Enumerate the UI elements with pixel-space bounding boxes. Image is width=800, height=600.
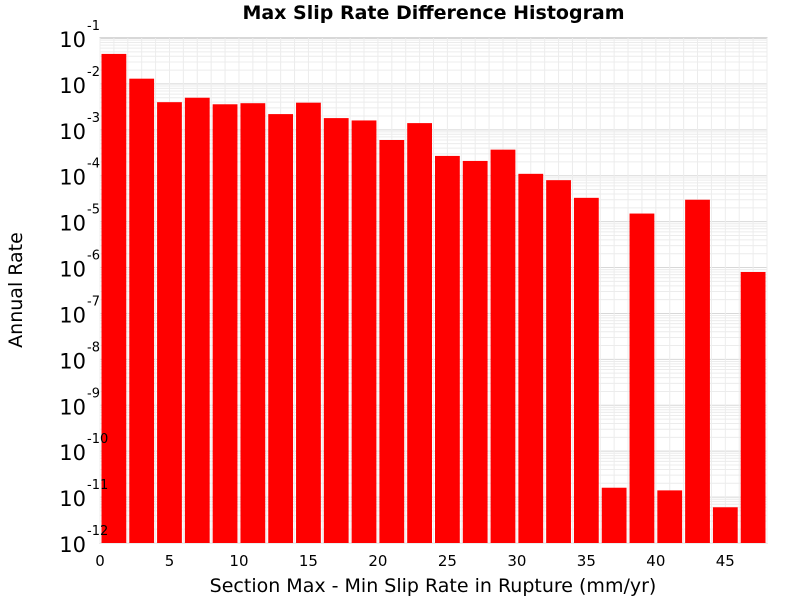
y-tick-label: 10 [59, 349, 86, 373]
x-tick-label: 45 [716, 552, 735, 570]
y-tick-exponent: -4 [87, 157, 100, 172]
histogram-bar [296, 102, 321, 543]
histogram-bar [462, 160, 488, 543]
y-tick-exponent: -9 [87, 386, 100, 401]
y-tick-exponent: -12 [87, 524, 108, 539]
histogram-bar [184, 97, 210, 544]
histogram-bar [740, 271, 766, 543]
y-tick-label: 10 [59, 441, 86, 465]
y-axis-label: Annual Rate [5, 232, 27, 348]
histogram-bar [212, 104, 238, 543]
x-tick-label: 10 [229, 552, 248, 570]
x-tick-label: 0 [95, 552, 105, 570]
y-tick-exponent: -11 [87, 478, 108, 493]
histogram-bar [629, 213, 655, 543]
x-tick-labels: 0 5 10 15 20 25 30 35 40 45 [95, 552, 735, 570]
y-tick-label: 10 [59, 258, 86, 282]
y-tick-label: 10 [59, 487, 86, 511]
histogram-bar [407, 123, 432, 544]
y-tick-exponent: -7 [87, 294, 100, 309]
y-tick-exponent: -1 [87, 19, 100, 34]
y-tick-exponent: -5 [87, 203, 100, 218]
histogram-bar [490, 149, 516, 543]
y-tick-exponent: -8 [87, 340, 100, 355]
histogram-bar [101, 53, 127, 543]
x-tick-label: 30 [507, 552, 526, 570]
y-tick-exponent: -3 [87, 111, 100, 126]
y-tick-label: 10 [59, 28, 86, 52]
histogram-bar [546, 180, 571, 543]
y-tick-label: 10 [59, 166, 86, 190]
y-tick-labels: 10-110-210-310-410-510-610-710-810-910-1… [59, 19, 108, 557]
x-axis-label: Section Max - Min Slip Rate in Rupture (… [210, 575, 657, 597]
histogram-bar [657, 490, 683, 543]
histogram-bar [573, 197, 599, 544]
x-tick-label: 35 [577, 552, 596, 570]
histogram-bar [323, 118, 349, 544]
x-tick-label: 15 [299, 552, 318, 570]
histogram-bar [129, 78, 155, 544]
x-tick-label: 5 [165, 552, 175, 570]
histogram-bar [518, 173, 544, 543]
histogram-bar [685, 199, 710, 543]
histogram-bar [379, 140, 405, 543]
histogram-bar [351, 120, 377, 544]
histogram-bar [268, 114, 294, 543]
histogram-bar [240, 103, 266, 544]
y-tick-label: 10 [59, 120, 86, 144]
bars [101, 53, 766, 544]
histogram-bar [157, 102, 182, 543]
y-tick-exponent: -10 [87, 432, 108, 447]
histogram-bar [601, 487, 627, 543]
y-tick-label: 10 [59, 533, 86, 557]
histogram-bar [435, 155, 460, 543]
y-tick-exponent: -6 [87, 249, 100, 264]
x-tick-label: 40 [646, 552, 665, 570]
y-tick-label: 10 [59, 303, 86, 327]
x-tick-label: 25 [438, 552, 457, 570]
y-tick-label: 10 [59, 395, 86, 419]
x-tick-label: 20 [368, 552, 387, 570]
histogram-bar [712, 507, 738, 543]
chart-title: Max Slip Rate Difference Histogram [242, 2, 625, 24]
y-tick-exponent: -2 [87, 65, 100, 80]
y-tick-label: 10 [59, 212, 86, 236]
y-tick-label: 10 [59, 74, 86, 98]
